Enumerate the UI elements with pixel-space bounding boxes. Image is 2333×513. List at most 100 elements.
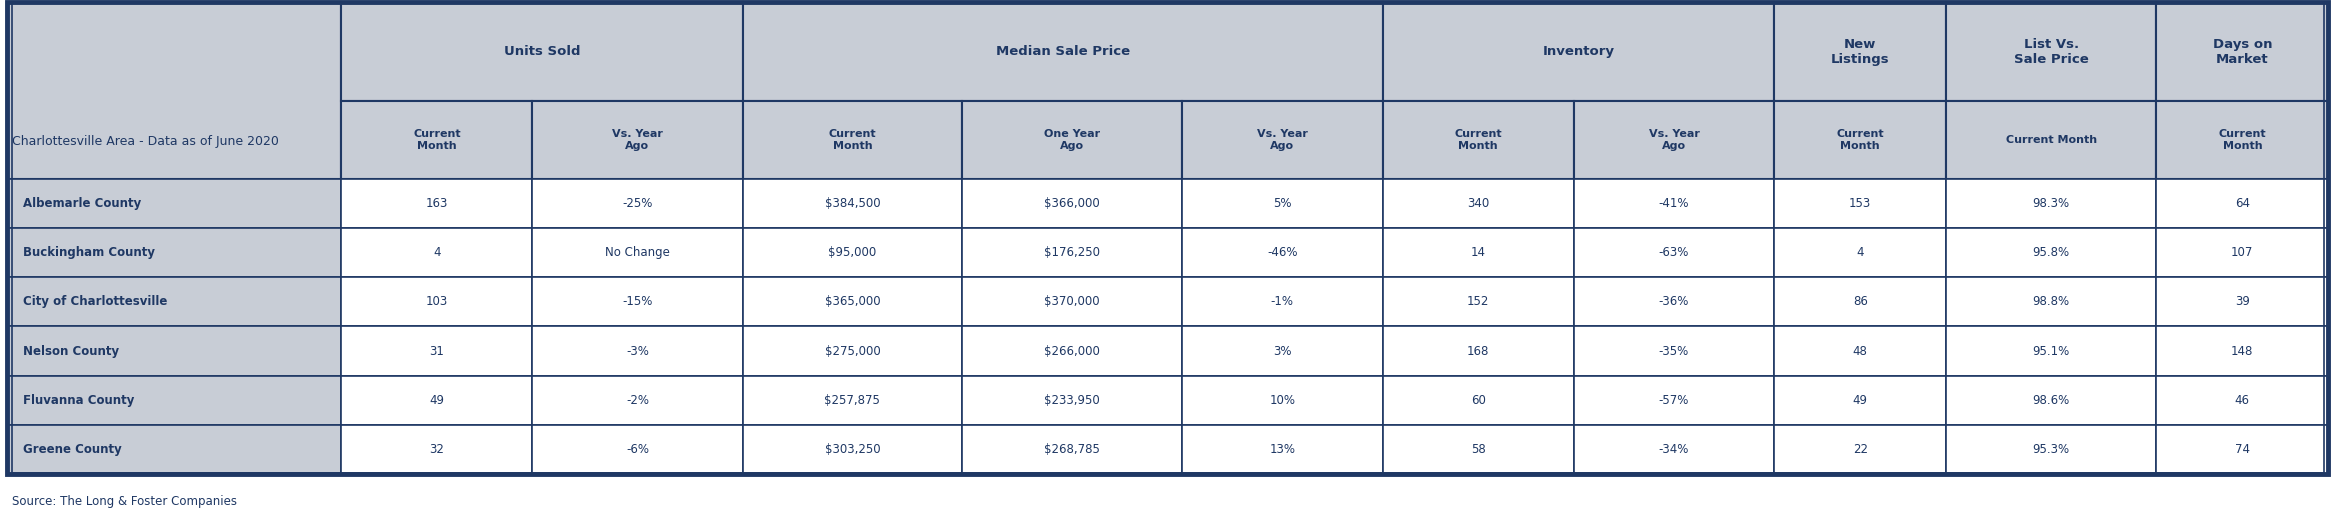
Bar	[7, 376, 341, 425]
Text: 31: 31	[429, 345, 443, 358]
Bar	[532, 277, 742, 326]
Text: 58: 58	[1470, 443, 1486, 456]
Bar	[1183, 326, 1383, 376]
Bar	[742, 2, 1383, 101]
Text: $275,000: $275,000	[824, 345, 880, 358]
Text: 39: 39	[2235, 295, 2249, 308]
Text: $366,000: $366,000	[1045, 197, 1101, 210]
Text: -63%: -63%	[1659, 246, 1689, 259]
Bar	[1383, 2, 1775, 101]
Text: 22: 22	[1852, 443, 1869, 456]
Text: 49: 49	[429, 394, 443, 407]
Text: Current
Month: Current Month	[413, 129, 460, 151]
Text: -35%: -35%	[1659, 345, 1689, 358]
Text: 148: 148	[2230, 345, 2254, 358]
Text: Vs. Year
Ago: Vs. Year Ago	[1257, 129, 1309, 151]
Text: 4: 4	[434, 246, 441, 259]
Bar	[1775, 376, 1946, 425]
Text: 32: 32	[429, 443, 443, 456]
Bar	[532, 179, 742, 228]
Text: $95,000: $95,000	[828, 246, 877, 259]
Bar	[1775, 101, 1946, 179]
Bar	[742, 179, 961, 228]
Text: Units Sold: Units Sold	[504, 45, 581, 58]
Text: Median Sale Price: Median Sale Price	[996, 45, 1129, 58]
Text: Current Month: Current Month	[2006, 135, 2097, 145]
Bar	[1775, 179, 1946, 228]
Text: 340: 340	[1467, 197, 1488, 210]
Bar	[1383, 326, 1575, 376]
Text: Current
Month: Current Month	[828, 129, 877, 151]
Text: $233,950: $233,950	[1045, 394, 1101, 407]
Bar	[742, 425, 961, 474]
Text: Nelson County: Nelson County	[23, 345, 119, 358]
Bar	[341, 277, 532, 326]
Bar	[1775, 277, 1946, 326]
Bar	[1575, 326, 1775, 376]
Bar	[961, 277, 1183, 326]
Text: 60: 60	[1470, 394, 1486, 407]
Bar	[341, 425, 532, 474]
Bar	[1775, 326, 1946, 376]
Bar	[1575, 228, 1775, 277]
Text: 98.3%: 98.3%	[2032, 197, 2069, 210]
Bar	[1575, 101, 1775, 179]
Bar	[7, 179, 341, 228]
Bar	[1383, 277, 1575, 326]
Text: -57%: -57%	[1659, 394, 1689, 407]
Bar	[1183, 179, 1383, 228]
Bar	[341, 228, 532, 277]
Bar	[341, 101, 532, 179]
Text: Vs. Year
Ago: Vs. Year Ago	[611, 129, 663, 151]
Bar	[961, 326, 1183, 376]
Bar	[1775, 425, 1946, 474]
Bar	[1383, 425, 1575, 474]
Text: $176,250: $176,250	[1045, 246, 1101, 259]
Text: $257,875: $257,875	[824, 394, 880, 407]
Text: 74: 74	[2235, 443, 2249, 456]
Bar	[1575, 179, 1775, 228]
Bar	[1946, 376, 2156, 425]
Text: -25%: -25%	[623, 197, 653, 210]
Text: No Change: No Change	[604, 246, 670, 259]
Bar	[742, 326, 961, 376]
Text: Source: The Long & Foster Companies: Source: The Long & Foster Companies	[12, 495, 236, 508]
Bar	[1946, 2, 2156, 101]
Text: $266,000: $266,000	[1045, 345, 1101, 358]
Bar	[7, 425, 341, 474]
Text: -36%: -36%	[1659, 295, 1689, 308]
Bar	[961, 376, 1183, 425]
Bar	[532, 326, 742, 376]
Bar	[1575, 425, 1775, 474]
Bar	[2156, 179, 2328, 228]
Text: -6%: -6%	[625, 443, 649, 456]
Bar	[1383, 179, 1575, 228]
Text: Vs. Year
Ago: Vs. Year Ago	[1649, 129, 1698, 151]
Text: 95.1%: 95.1%	[2032, 345, 2069, 358]
Text: $365,000: $365,000	[824, 295, 880, 308]
Text: 95.3%: 95.3%	[2032, 443, 2069, 456]
Bar	[1383, 228, 1575, 277]
Text: 5%: 5%	[1274, 197, 1292, 210]
Text: Days on
Market: Days on Market	[2212, 37, 2272, 66]
Text: 46: 46	[2235, 394, 2249, 407]
Text: -1%: -1%	[1271, 295, 1295, 308]
Bar	[2156, 376, 2328, 425]
Text: Current
Month: Current Month	[1453, 129, 1502, 151]
Text: -46%: -46%	[1267, 246, 1297, 259]
Bar	[1946, 228, 2156, 277]
Bar	[532, 425, 742, 474]
Bar	[341, 376, 532, 425]
Bar	[961, 179, 1183, 228]
Bar	[2156, 425, 2328, 474]
Text: 64: 64	[2235, 197, 2249, 210]
Text: 49: 49	[1852, 394, 1869, 407]
Bar	[1183, 101, 1383, 179]
Text: One Year
Ago: One Year Ago	[1045, 129, 1101, 151]
Bar	[1183, 228, 1383, 277]
Text: 4: 4	[1857, 246, 1864, 259]
Bar	[2156, 101, 2328, 179]
Bar	[7, 228, 341, 277]
Text: 152: 152	[1467, 295, 1488, 308]
Bar	[7, 277, 341, 326]
